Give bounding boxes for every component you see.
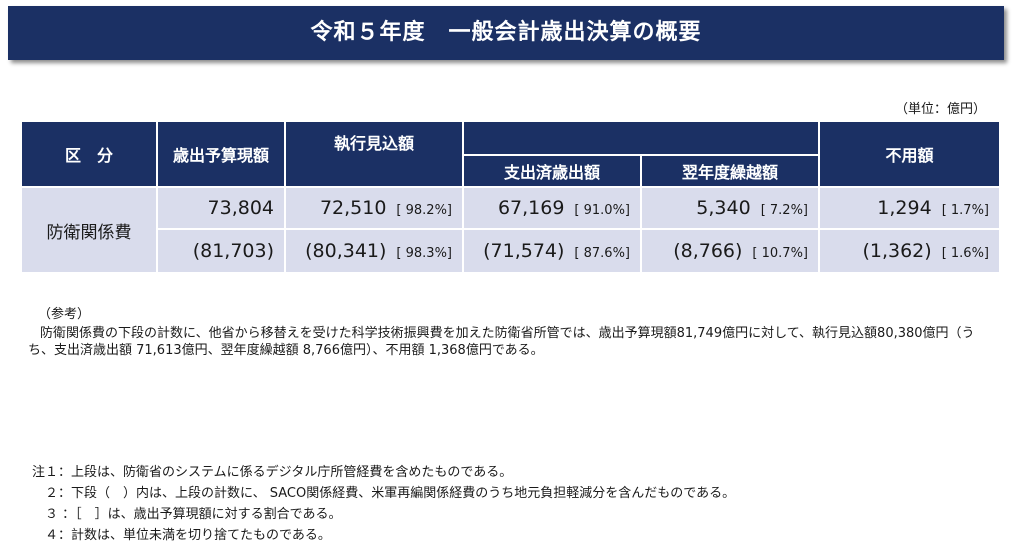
cell-execution-lower: (80,341) [ 98.3%] [284,228,464,274]
carryover-lower-pct: [ 10.7%] [752,246,808,261]
cell-unused-lower: (1,362) [ 1.6%] [818,228,1001,274]
cell-carryover-lower: (8,766) [ 10.7%] [640,228,820,274]
carryover-upper-value: 5,340 [696,197,751,219]
unused-lower-pct: [ 1.6%] [941,246,989,261]
execution-lower-value: (80,341) [305,240,387,262]
title-banner: 令和５年度 一般会計歳出決算の概要 [8,6,1004,60]
notes: 注１：上段は、防衛省のシステムに係るデジタル庁所管経費を含めたものである。 ２：… [32,462,735,546]
paid-upper-pct: [ 91.0%] [574,203,630,218]
note-1: 注１：上段は、防衛省のシステムに係るデジタル庁所管経費を含めたものである。 [32,465,513,480]
paid-upper-value: 67,169 [497,197,565,219]
unit-label: （単位：億円） [894,102,986,117]
header-execution-spacer [462,120,820,156]
budget-lower-value: (81,703) [192,240,274,262]
table-row-upper: 防衛関係費 73,804 72,510 [ 98.2%] 67,169 [ 91.0… [20,186,1001,274]
unused-upper-pct: [ 1.7%] [941,203,989,218]
cell-budget-upper: 73,804 [156,186,286,230]
execution-lower-pct: [ 98.3%] [396,246,452,261]
budget-summary-table: 区 分 歳出予算現額 執行見込額 不用額 支出済歳出額 翌年度繰越額 防衛関係費… [20,120,1001,274]
cell-unused-upper: 1,294 [ 1.7%] [818,186,1001,230]
note-2: ２：下段（ ）内は、上段の計数に、 SACO関係経費、米軍再編関係経費のうち地元… [32,486,736,501]
carryover-lower-value: (8,766) [673,240,743,262]
row-label: 防衛関係費 [20,186,158,274]
header-carryover: 翌年度繰越額 [640,154,820,188]
page-title: 令和５年度 一般会計歳出決算の概要 [310,20,702,45]
table-row-lower: (81,703) (80,341) [ 98.3%] (71,574) [ 87.6… [21,228,1001,274]
note-3: ３ ：［ ］は、歳出予算現額に対する割合である。 [32,507,342,522]
header-paid: 支出済歳出額 [462,154,642,188]
cell-paid-upper: 67,169 [ 91.0%] [462,186,642,230]
unused-upper-value: 1,294 [877,197,932,219]
reference-text: 防衛関係費の下段の計数に、他省から移替えを受けた科学技術振興費を加えた防衛省所管… [28,326,975,358]
execution-upper-pct: [ 98.2%] [396,203,452,218]
carryover-upper-pct: [ 7.2%] [760,203,808,218]
paid-lower-pct: [ 87.6%] [574,246,630,261]
header-execution: 執行見込額 [284,120,464,188]
header-unused: 不用額 [818,120,1001,188]
cell-budget-lower: (81,703) [156,228,286,274]
budget-upper-value: 73,804 [207,197,274,219]
reference-heading: （参考） [38,307,91,322]
paid-lower-value: (71,574) [483,240,565,262]
header-budget: 歳出予算現額 [156,120,286,188]
header-execution-label: 執行見込額 [333,134,414,153]
unused-lower-value: (1,362) [862,240,932,262]
cell-carryover-upper: 5,340 [ 7.2%] [640,186,820,230]
cell-paid-lower: (71,574) [ 87.6%] [462,228,642,274]
header-category: 区 分 [20,120,158,188]
cell-execution-upper: 72,510 [ 98.2%] [284,186,464,230]
execution-upper-value: 72,510 [319,197,387,219]
note-4: ４：計数は、単位未満を切り捨てたものである。 [32,528,331,543]
